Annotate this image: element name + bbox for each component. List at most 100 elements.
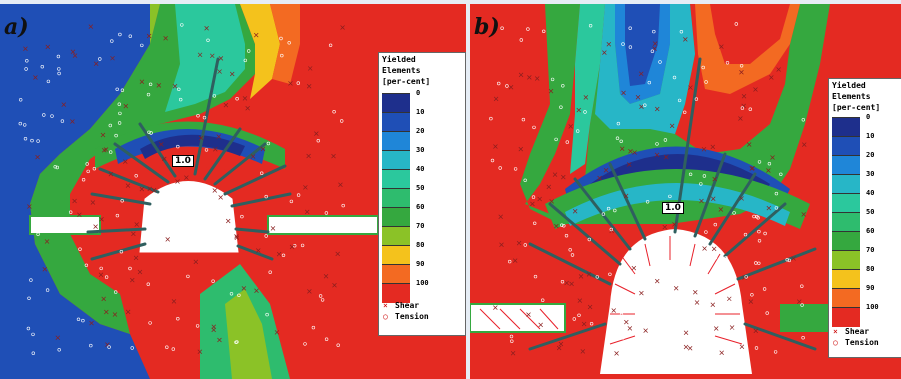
shear-marker — [123, 103, 129, 109]
shear-marker — [241, 286, 247, 291]
shear-marker — [683, 330, 689, 335]
tension-marker — [328, 43, 333, 47]
shear-marker — [693, 289, 698, 295]
tension-marker — [204, 148, 209, 152]
tension-marker — [40, 64, 44, 69]
tension-marker — [773, 350, 778, 354]
tension-marker — [655, 142, 659, 146]
tension-marker — [26, 326, 31, 331]
tension-marker — [663, 138, 668, 142]
shear-marker — [274, 330, 280, 335]
shear-marker — [212, 188, 218, 193]
legend-value: 70 — [416, 222, 425, 230]
tension-marker — [801, 118, 805, 122]
shear-marker — [125, 309, 131, 315]
tension-marker — [757, 239, 762, 243]
legend-entry: 20 — [832, 151, 899, 175]
shear-marker — [93, 224, 98, 229]
shear-marker — [510, 350, 516, 356]
shear-marker — [669, 123, 675, 129]
shear-marker — [797, 299, 802, 304]
shear-marker — [702, 246, 707, 251]
shear-marker — [518, 146, 524, 152]
shear-marker — [748, 299, 754, 304]
tension-marker — [521, 117, 526, 122]
tension-marker — [561, 84, 565, 88]
tension-marker — [643, 103, 647, 107]
panel-a: a) 1.0 Yielded Elements [per-cent] 0 10 20… — [0, 4, 466, 379]
tension-marker — [303, 342, 307, 346]
legend-value: 80 — [416, 241, 425, 249]
tension-marker — [268, 270, 272, 274]
legend-tension: ○ Tension — [383, 312, 429, 321]
shear-marker — [90, 200, 96, 205]
tension-arrows — [479, 236, 743, 345]
tension-marker — [53, 165, 57, 169]
legend-title-line1: Yielded — [382, 55, 416, 64]
tension-marker — [85, 162, 89, 166]
tension-marker — [19, 98, 23, 102]
shear-marker — [741, 94, 747, 99]
tension-marker — [81, 178, 86, 182]
tension-marker — [115, 213, 120, 218]
shear-marker — [197, 52, 203, 58]
shear-marker — [766, 168, 771, 173]
tension-marker — [568, 248, 572, 252]
tension-marker — [296, 193, 301, 197]
shear-marker — [578, 274, 584, 279]
tension-marker — [801, 336, 805, 340]
shear-marker — [229, 71, 235, 77]
tension-marker — [757, 160, 762, 164]
shear-marker — [769, 75, 774, 80]
shear-marker — [654, 278, 660, 284]
shear-marker — [581, 321, 587, 327]
tension-marker — [575, 129, 580, 133]
shear-marker — [103, 147, 109, 152]
legend-entry: 100 — [832, 303, 899, 327]
shear-marker — [35, 154, 40, 160]
tension-marker — [650, 49, 655, 53]
shear-marker — [493, 96, 499, 102]
legend-entry: 0 — [382, 89, 462, 113]
legend-entry: 60 — [382, 203, 462, 227]
shear-marker — [719, 350, 724, 356]
tension-marker — [726, 280, 731, 284]
tension-marker — [119, 250, 124, 254]
shear-marker — [512, 258, 518, 263]
legend-entry: 60 — [832, 227, 899, 251]
shear-marker — [163, 35, 168, 41]
shear-marker — [753, 328, 759, 334]
tension-marker — [98, 57, 102, 61]
tension-marker — [757, 229, 761, 234]
tension-marker — [243, 58, 248, 63]
arch-cyan — [565, 183, 790, 226]
tension-marker — [298, 224, 302, 228]
shear-marker — [108, 171, 114, 177]
yield-zone-10 — [0, 4, 160, 379]
shear-marker — [217, 69, 222, 74]
tension-marker — [765, 311, 769, 315]
shear-marker — [576, 107, 582, 113]
tension-marker — [196, 113, 200, 118]
tension-marker — [732, 328, 736, 332]
tension-marker — [186, 274, 190, 279]
tension-marker — [266, 141, 271, 146]
tension-marker — [767, 162, 772, 166]
shear-marker — [306, 84, 312, 89]
tension-marker — [647, 80, 652, 85]
tension-marker — [652, 29, 656, 34]
shear-marker — [526, 312, 531, 317]
tension-marker — [68, 210, 73, 214]
yield-zone-40 — [570, 4, 605, 174]
shear-marker — [546, 184, 552, 190]
tension-marker — [724, 256, 728, 260]
shear-marker — [746, 142, 752, 147]
legend-swatch — [832, 174, 860, 194]
panel-b-contour-plot — [470, 4, 901, 379]
tension-marker — [178, 229, 182, 233]
tension-marker — [606, 206, 611, 211]
legend-shear-label: Shear — [845, 327, 870, 336]
shear-marker — [710, 302, 716, 307]
safety-factor-label: 1.0 — [662, 202, 684, 214]
shear-marker — [254, 288, 259, 294]
